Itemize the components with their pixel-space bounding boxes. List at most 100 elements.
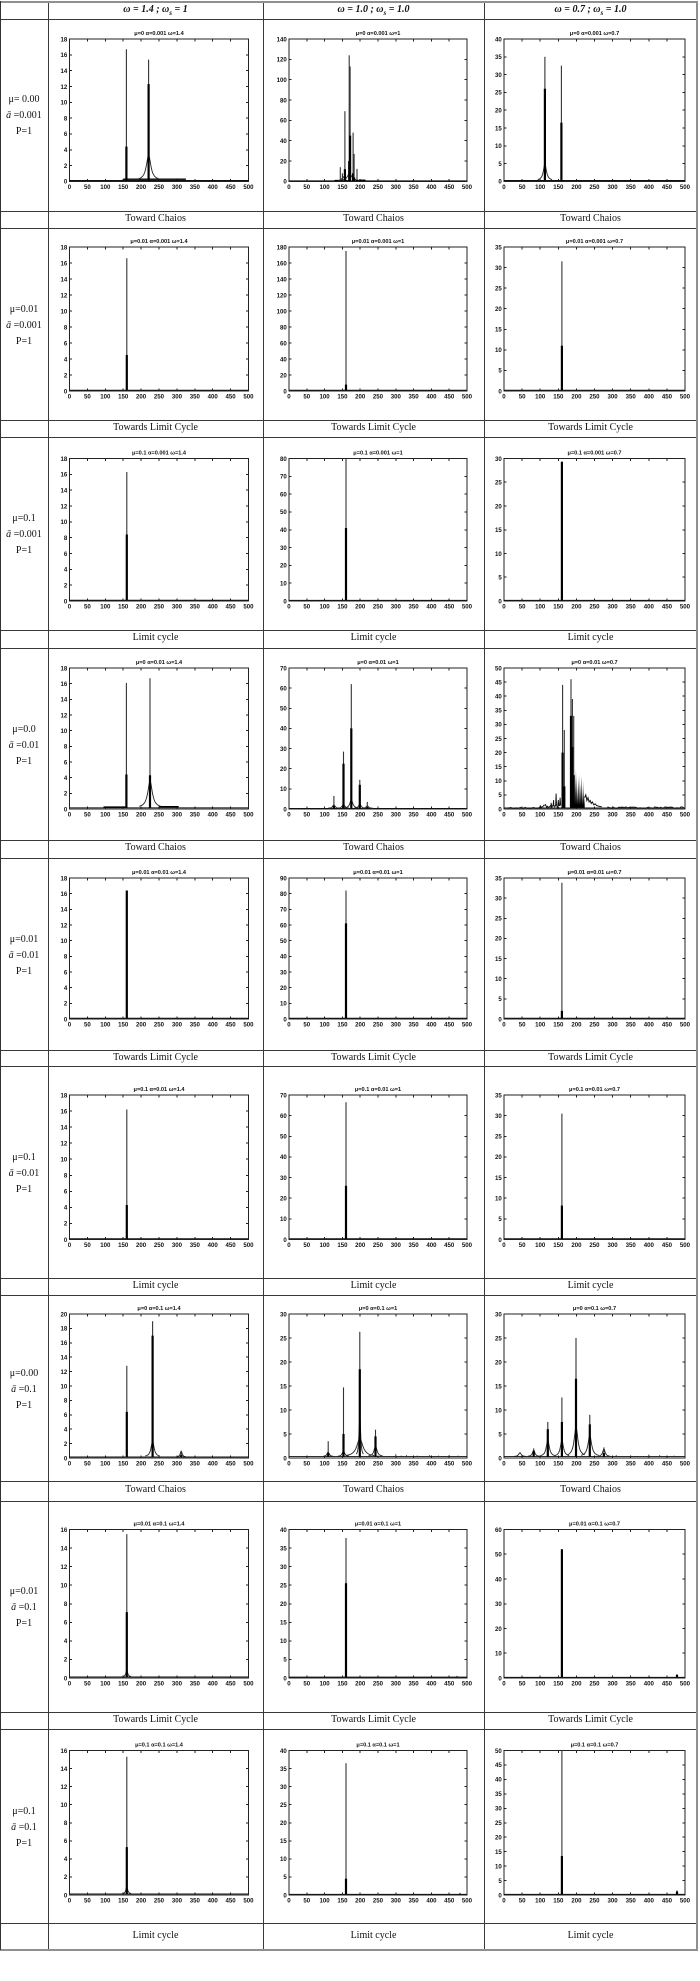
- svg-text:2: 2: [64, 1874, 68, 1881]
- svg-text:μ=0.1 α=0.01 ω=0.7: μ=0.1 α=0.01 ω=0.7: [569, 1087, 620, 1093]
- svg-text:150: 150: [553, 1681, 564, 1688]
- svg-text:μ=0.1 α=0.01 ω=1: μ=0.1 α=0.01 ω=1: [355, 1087, 401, 1093]
- svg-text:0: 0: [498, 1237, 502, 1244]
- svg-text:40: 40: [280, 954, 287, 961]
- svg-text:0: 0: [502, 812, 506, 819]
- svg-text:200: 200: [136, 1681, 147, 1688]
- svg-text:0: 0: [68, 1898, 72, 1905]
- svg-text:0: 0: [64, 1237, 68, 1244]
- svg-text:300: 300: [608, 1681, 619, 1688]
- svg-text:200: 200: [136, 1242, 147, 1249]
- svg-text:25: 25: [495, 916, 502, 923]
- svg-text:400: 400: [208, 394, 219, 401]
- svg-text:350: 350: [626, 812, 637, 819]
- svg-text:4: 4: [64, 985, 68, 992]
- svg-text:150: 150: [553, 604, 564, 611]
- svg-text:450: 450: [226, 184, 237, 191]
- svg-text:500: 500: [243, 1681, 254, 1688]
- svg-text:μ=0.1 α=0.001 ω=0.7: μ=0.1 α=0.001 ω=0.7: [567, 450, 621, 456]
- svg-text:50: 50: [519, 1022, 526, 1029]
- svg-text:14: 14: [61, 1355, 68, 1362]
- svg-text:8: 8: [64, 1173, 68, 1180]
- svg-text:0: 0: [68, 812, 72, 819]
- svg-text:300: 300: [608, 184, 619, 191]
- svg-text:450: 450: [226, 1022, 237, 1029]
- svg-text:250: 250: [373, 1898, 384, 1905]
- svg-text:40: 40: [495, 694, 502, 701]
- svg-text:15: 15: [280, 1620, 287, 1627]
- svg-text:350: 350: [409, 1461, 420, 1468]
- svg-text:70: 70: [280, 665, 287, 672]
- svg-text:50: 50: [84, 394, 91, 401]
- svg-text:450: 450: [444, 1242, 455, 1249]
- svg-text:35: 35: [280, 1766, 287, 1773]
- svg-text:10: 10: [495, 778, 502, 785]
- svg-text:300: 300: [172, 812, 183, 819]
- svg-text:500: 500: [462, 604, 473, 611]
- svg-text:50: 50: [519, 1242, 526, 1249]
- svg-text:0: 0: [287, 1898, 291, 1905]
- svg-text:μ=0.1 α=0.1 ω=1: μ=0.1 α=0.1 ω=1: [356, 1742, 399, 1748]
- svg-text:40: 40: [495, 36, 502, 43]
- svg-text:8: 8: [64, 1398, 68, 1405]
- svg-text:400: 400: [644, 1242, 655, 1249]
- svg-text:300: 300: [172, 1242, 183, 1249]
- svg-text:0: 0: [502, 1242, 506, 1249]
- svg-text:40: 40: [280, 1527, 287, 1534]
- svg-text:30: 30: [280, 746, 287, 753]
- svg-text:10: 10: [61, 1383, 68, 1390]
- svg-text:30: 30: [495, 1601, 502, 1608]
- svg-text:450: 450: [662, 604, 673, 611]
- svg-text:μ=0 α=0.01 ω=1: μ=0 α=0.01 ω=1: [357, 660, 399, 666]
- svg-text:20: 20: [495, 1626, 502, 1633]
- svg-text:150: 150: [118, 1022, 129, 1029]
- svg-text:18: 18: [61, 456, 68, 463]
- svg-text:200: 200: [571, 394, 582, 401]
- svg-text:100: 100: [535, 394, 546, 401]
- svg-text:200: 200: [571, 1681, 582, 1688]
- svg-text:50: 50: [303, 1898, 310, 1905]
- svg-text:200: 200: [355, 1681, 366, 1688]
- svg-text:μ=0 α=0.1 ω=1.4: μ=0 α=0.1 ω=1.4: [137, 1306, 181, 1312]
- svg-text:200: 200: [136, 604, 147, 611]
- svg-text:500: 500: [243, 812, 254, 819]
- svg-text:200: 200: [571, 604, 582, 611]
- svg-text:20: 20: [495, 108, 502, 115]
- svg-text:500: 500: [462, 394, 473, 401]
- svg-text:300: 300: [172, 394, 183, 401]
- svg-text:400: 400: [208, 184, 219, 191]
- svg-text:50: 50: [519, 604, 526, 611]
- svg-text:100: 100: [320, 1242, 331, 1249]
- svg-text:40: 40: [495, 1576, 502, 1583]
- svg-text:10: 10: [280, 1001, 287, 1008]
- svg-text:6: 6: [64, 340, 68, 347]
- svg-text:150: 150: [118, 394, 129, 401]
- svg-text:400: 400: [208, 1242, 219, 1249]
- svg-text:0: 0: [498, 1675, 502, 1682]
- svg-text:5: 5: [498, 161, 502, 168]
- svg-text:150: 150: [118, 812, 129, 819]
- svg-text:16: 16: [61, 1108, 68, 1115]
- svg-text:μ=0 α=0.01 ω=0.7: μ=0 α=0.01 ω=0.7: [571, 660, 617, 666]
- svg-text:15: 15: [495, 1849, 502, 1856]
- svg-text:6: 6: [64, 1189, 68, 1196]
- svg-text:200: 200: [355, 604, 366, 611]
- svg-text:200: 200: [355, 184, 366, 191]
- svg-text:10: 10: [495, 143, 502, 150]
- svg-text:500: 500: [462, 1898, 473, 1905]
- svg-text:300: 300: [391, 1898, 402, 1905]
- svg-text:50: 50: [84, 1461, 91, 1468]
- svg-text:0: 0: [502, 1022, 506, 1029]
- svg-text:2: 2: [64, 583, 68, 590]
- svg-text:μ=0 α=0.01 ω=1.4: μ=0 α=0.01 ω=1.4: [136, 660, 183, 666]
- svg-text:45: 45: [495, 679, 502, 686]
- svg-text:50: 50: [84, 812, 91, 819]
- svg-text:350: 350: [409, 1898, 420, 1905]
- svg-text:μ=0 α=0.1 ω=0.7: μ=0 α=0.1 ω=0.7: [573, 1306, 616, 1312]
- svg-text:60: 60: [280, 922, 287, 929]
- svg-text:500: 500: [243, 184, 254, 191]
- svg-text:450: 450: [444, 1022, 455, 1029]
- svg-text:16: 16: [61, 891, 68, 898]
- svg-text:35: 35: [280, 1545, 287, 1552]
- svg-text:150: 150: [553, 1898, 564, 1905]
